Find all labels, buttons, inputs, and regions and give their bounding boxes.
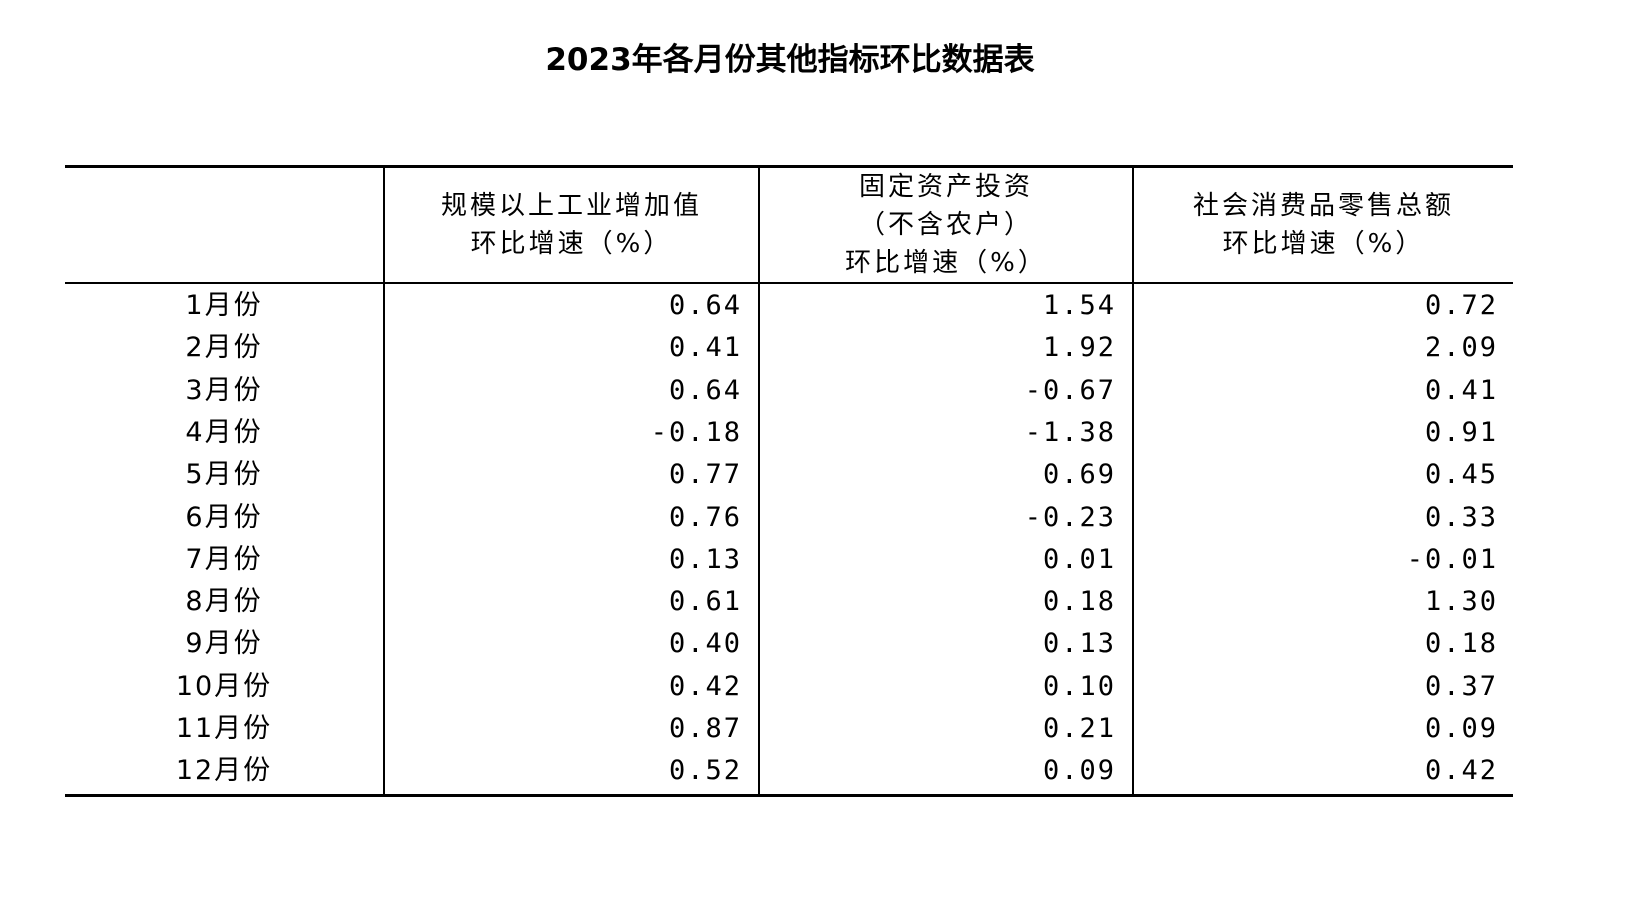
column-divider	[1132, 166, 1134, 796]
header-line: 规模以上工业增加值	[440, 191, 702, 221]
value-cell: 1.30	[1424, 586, 1498, 618]
value-cell: -0.01	[1406, 543, 1498, 575]
value-cell: 0.10	[1042, 670, 1116, 702]
value-cell: 0.64	[668, 374, 742, 406]
value-cell: 1.92	[1042, 332, 1116, 364]
value-cell: 0.42	[1424, 755, 1498, 787]
value-cell: 0.69	[1042, 459, 1116, 491]
header-rule	[65, 282, 1513, 284]
value-cell: -0.18	[650, 416, 742, 448]
value-cell: 0.42	[668, 670, 742, 702]
value-cell: 0.45	[1424, 459, 1498, 491]
value-cell: 0.18	[1424, 628, 1498, 660]
bottom-rule	[65, 794, 1513, 797]
value-cell: 0.77	[668, 459, 742, 491]
row-label: 7月份	[185, 543, 263, 575]
row-label: 10月份	[175, 670, 273, 702]
row-label: 12月份	[175, 755, 273, 787]
header-line: 固定资产投资	[858, 172, 1033, 202]
value-cell: 0.13	[668, 543, 742, 575]
column-header: 社会消费品零售总额 环比增速（%）	[1134, 168, 1513, 282]
value-cell: 0.41	[1424, 374, 1498, 406]
header-line: 环比增速（%）	[1222, 229, 1425, 259]
value-cell: 2.09	[1424, 332, 1498, 364]
value-cell: 0.76	[668, 501, 742, 533]
value-cell: 0.37	[1424, 670, 1498, 702]
column-divider	[383, 166, 385, 796]
value-cell: 0.01	[1042, 543, 1116, 575]
value-cell: 1.54	[1042, 290, 1116, 321]
value-cell: 0.64	[668, 290, 742, 321]
value-cell: 0.91	[1424, 416, 1498, 448]
row-label: 1月份	[185, 290, 263, 321]
header-line: 环比增速（%）	[845, 248, 1047, 278]
value-cell: 0.13	[1042, 628, 1116, 660]
value-cell: 0.87	[668, 713, 742, 744]
value-cell: -1.38	[1024, 416, 1116, 448]
value-cell: 0.09	[1042, 755, 1116, 787]
top-rule	[65, 165, 1513, 168]
value-cell: 0.52	[668, 755, 742, 787]
value-cell: -0.67	[1024, 374, 1116, 406]
value-cell: 0.41	[668, 332, 742, 364]
column-header: 规模以上工业增加值 环比增速（%）	[385, 168, 758, 282]
header-line: （不含农户）	[858, 210, 1033, 240]
value-cell: 0.72	[1424, 290, 1498, 321]
row-label: 6月份	[185, 501, 263, 533]
value-cell: 0.40	[668, 628, 742, 660]
column-header: 固定资产投资 （不含农户） 环比增速（%）	[760, 168, 1132, 282]
value-cell: 0.18	[1042, 586, 1116, 618]
value-cell: 0.33	[1424, 501, 1498, 533]
header-line: 社会消费品零售总额	[1192, 191, 1454, 221]
row-label: 5月份	[185, 459, 263, 491]
value-cell: 0.09	[1424, 713, 1498, 744]
row-label: 8月份	[185, 586, 263, 618]
row-label: 2月份	[185, 332, 263, 364]
column-divider	[758, 166, 760, 796]
value-cell: -0.23	[1024, 501, 1116, 533]
row-label: 3月份	[185, 374, 263, 406]
row-label: 11月份	[175, 713, 273, 744]
row-label: 4月份	[185, 416, 263, 448]
header-line: 环比增速（%）	[470, 229, 673, 259]
value-cell: 0.21	[1042, 713, 1116, 744]
row-label: 9月份	[185, 628, 263, 660]
table-title: 2023年各月份其他指标环比数据表	[545, 42, 1035, 78]
value-cell: 0.61	[668, 586, 742, 618]
